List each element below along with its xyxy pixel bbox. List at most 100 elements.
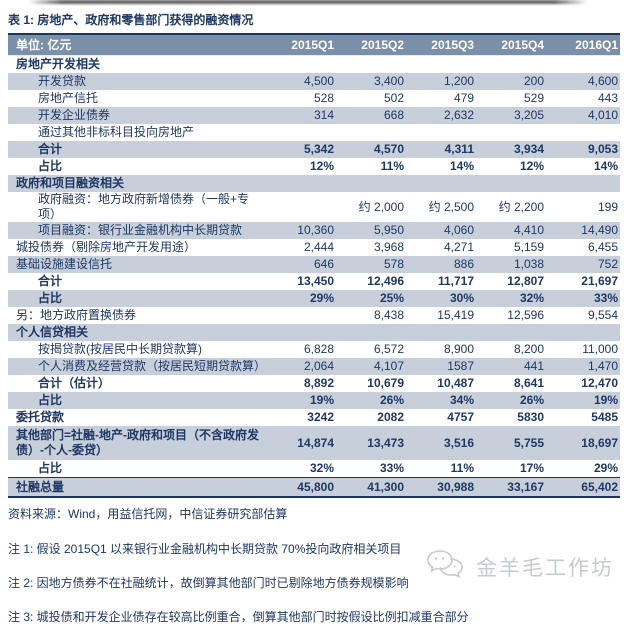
row-value: 12,596 xyxy=(507,308,544,322)
row-value: 2,632 xyxy=(443,108,474,122)
row-value: 29% xyxy=(309,291,334,305)
row-value: 5,950 xyxy=(373,223,404,237)
row-value: 4757 xyxy=(447,410,474,424)
row-value: 10,679 xyxy=(367,376,404,390)
row-label: 合计 xyxy=(38,274,63,288)
row-value: 646 xyxy=(313,257,334,271)
row-value: 4,271 xyxy=(443,240,474,254)
row-label: 开发企业债券 xyxy=(38,108,111,122)
row-value: 12,470 xyxy=(581,376,618,390)
row-value: 8,200 xyxy=(513,342,544,356)
row-value: 19% xyxy=(593,393,618,407)
row-value: 65,402 xyxy=(581,479,618,494)
row-value: 14,874 xyxy=(297,435,334,450)
row-value: 5,159 xyxy=(513,240,544,254)
row-value: 32% xyxy=(309,461,334,475)
row-value: 45,800 xyxy=(297,479,334,494)
row-value: 3,516 xyxy=(443,435,474,450)
row-personal-total: 合计（估计） 8,892 10,679 10,487 8,641 12,470 xyxy=(8,375,620,392)
row-label: 合计 xyxy=(38,142,63,156)
row-value: 4,500 xyxy=(303,74,334,88)
row-value: 25% xyxy=(379,291,404,305)
row-value: 约 2,500 xyxy=(428,199,474,214)
row-chengtou-bonds: 城投债券（剔除房地产开发用途） 2,444 3,968 4,271 5,159 6,455 xyxy=(8,239,620,256)
row-personal-consumption-loans: 个人消费及经营贷款（按居民短期贷款算） 2,064 4,107 1587 441 1,47… xyxy=(8,358,620,375)
row-value: 14% xyxy=(593,159,618,173)
row-value: 约 2,000 xyxy=(358,199,404,214)
row-value: 8,641 xyxy=(513,376,544,390)
row-value: 30% xyxy=(449,291,474,305)
row-label: 城投债券（剔除房地产开发用途） xyxy=(16,240,197,254)
row-label: 合计（估计） xyxy=(38,376,111,390)
row-value: 5830 xyxy=(517,410,544,424)
row-personal-credit-section: 个人信贷相关 xyxy=(8,324,620,341)
row-project-financing: 项目融资：银行业金融机构中长期贷款 10,360 5,950 4,060 4,410 14… xyxy=(8,222,620,239)
row-label: 占比 xyxy=(38,291,63,305)
row-value: 12,807 xyxy=(507,274,544,288)
row-value: 8,892 xyxy=(303,376,334,390)
row-value: 12% xyxy=(519,159,544,173)
row-value: 886 xyxy=(453,257,474,271)
row-personal-share: 占比 19% 26% 34% 26% 19% xyxy=(8,392,620,409)
row-nonstandard-to-real-estate: 通过其他非标科目投向房地产 xyxy=(8,124,620,141)
row-value: 5,755 xyxy=(513,435,544,450)
data-source-note: 资料来源：Wind，用益信托网，中信证券研究部估算 xyxy=(8,507,288,521)
row-value: 443 xyxy=(597,91,618,105)
row-total-social-financing: 社融总量 45,800 41,300 30,988 33,167 65,402 xyxy=(8,477,620,498)
row-value: 3,968 xyxy=(373,240,404,254)
row-mortgage-loans: 按揭贷款(按居民中长期贷款算) 6,828 6,572 8,900 8,200 11,00… xyxy=(8,341,620,358)
row-label: 其他部门=社融-地产-政府和项目（不含政府发债）-个人-委贷） xyxy=(16,428,260,457)
row-value: 529 xyxy=(523,91,544,105)
row-value: 13,450 xyxy=(297,274,334,288)
row-value: 8,900 xyxy=(443,342,474,356)
row-label: 占比 xyxy=(38,461,63,475)
row-value: 5,342 xyxy=(303,142,334,156)
row-value: 3,934 xyxy=(513,142,544,156)
unit-label: 单位: 亿元 xyxy=(16,37,72,52)
row-government-section: 政府和项目融资相关 xyxy=(8,175,620,192)
row-value: 41,300 xyxy=(367,479,404,494)
row-real-estate-trust: 房地产信托 528 502 479 529 443 xyxy=(8,90,620,107)
row-label: 按揭贷款(按居民中长期贷款算) xyxy=(38,342,202,356)
row-value: 33% xyxy=(379,461,404,475)
row-value: 668 xyxy=(383,108,404,122)
row-label: 开发贷款 xyxy=(38,74,87,88)
row-value: 5485 xyxy=(591,410,618,424)
row-value: 18,697 xyxy=(581,435,618,450)
row-value: 30,988 xyxy=(437,479,474,494)
row-value: 4,600 xyxy=(587,74,618,88)
row-label: 通过其他非标科目投向房地产 xyxy=(38,125,195,139)
row-value: 479 xyxy=(453,91,474,105)
row-value: 14,490 xyxy=(581,223,618,237)
row-value: 11,000 xyxy=(582,342,618,356)
row-value: 15,419 xyxy=(437,308,474,322)
row-value: 1587 xyxy=(447,359,474,373)
row-other-share: 占比 32% 33% 11% 17% 29% xyxy=(8,460,620,477)
row-entrusted-loans: 委托贷款 3242 2082 4757 5830 5485 xyxy=(8,409,620,426)
row-value: 752 xyxy=(597,257,618,271)
row-label: 项目融资：银行业金融机构中长期贷款 xyxy=(38,223,243,237)
row-government-financing: 政府融资：地方政府新增债券（一般+专项） 约 2,000 约 2,500 约 2,20… xyxy=(8,192,620,222)
row-value: 2,064 xyxy=(303,359,334,373)
row-value: 4,311 xyxy=(444,142,474,156)
row-value: 11% xyxy=(380,159,404,173)
row-label: 占比 xyxy=(38,159,63,173)
row-value: 10,360 xyxy=(297,223,334,237)
row-value: 26% xyxy=(519,393,544,407)
footnote-2: 注 2: 因地方债券不在社融统计，故倒算其他部门时已剔除地方债券规模影响 xyxy=(8,576,409,590)
row-label: 委托贷款 xyxy=(16,410,65,424)
row-value: 29% xyxy=(593,461,618,475)
row-label: 另：地方政府置换债券 xyxy=(16,308,137,322)
row-value: 11,717 xyxy=(437,274,474,288)
column-header-2015q3: 2015Q3 xyxy=(431,37,474,52)
top-edge-artifact xyxy=(28,0,588,4)
row-value: 4,107 xyxy=(373,359,404,373)
row-value: 17% xyxy=(519,461,544,475)
row-label: 政府和项目融资相关 xyxy=(16,176,125,190)
row-label: 个人消费及经营贷款（按居民短期贷款算） xyxy=(38,359,267,373)
row-label: 占比 xyxy=(38,393,63,407)
row-value: 3242 xyxy=(307,410,334,424)
footnote-1: 注 1: 假设 2015Q1 以来银行业金融机构中长期贷款 70%投向政府相关项… xyxy=(8,542,402,556)
footnote-3: 注 3: 城投债和开发企业债存在较高比例重合，倒算其他部门时按假设比例扣减重合部… xyxy=(8,610,469,624)
row-value: 6,572 xyxy=(373,342,404,356)
